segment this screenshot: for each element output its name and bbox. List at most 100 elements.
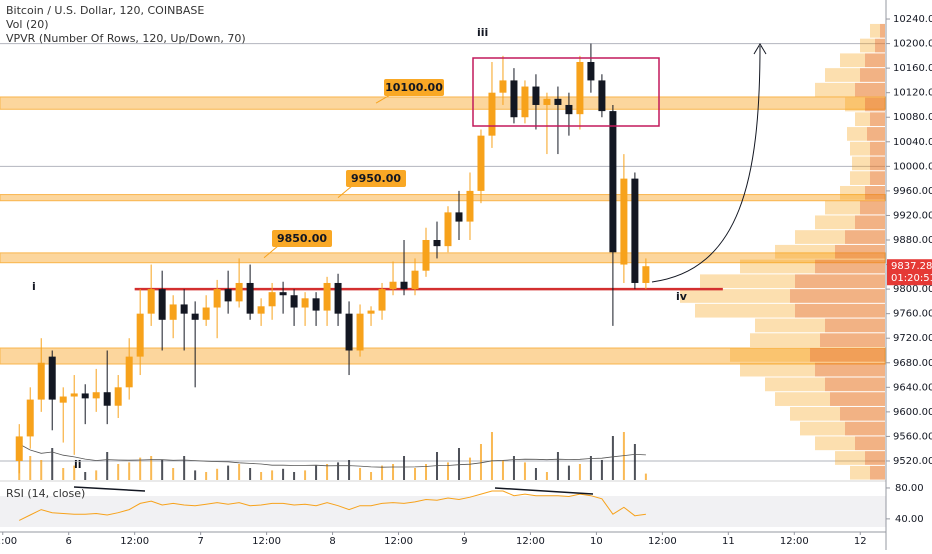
profile-up — [815, 436, 855, 451]
countdown-label: 01:20:51 — [891, 273, 932, 284]
volume-bar — [128, 462, 131, 480]
candle-body — [279, 292, 287, 296]
profile-up — [795, 230, 845, 244]
candle-body — [367, 310, 375, 314]
label-pointer — [337, 185, 353, 199]
profile-down — [870, 465, 885, 480]
profile-up — [740, 362, 815, 377]
zone-label: 10100.00 — [385, 81, 443, 94]
volume-bar — [315, 465, 318, 480]
volume-bar — [425, 464, 428, 480]
y-tick-label: 10040.00 — [893, 137, 932, 148]
profile-down — [865, 97, 885, 112]
volume-bar — [479, 444, 482, 480]
volume-bar — [490, 432, 493, 480]
profile-up — [860, 38, 875, 53]
y-tick-label: 10120.00 — [893, 88, 932, 99]
y-tick-label: 9760.00 — [893, 309, 932, 320]
volume-bar — [106, 452, 109, 480]
profile-up — [680, 289, 790, 303]
profile-up — [850, 465, 870, 480]
profile-down — [870, 156, 885, 171]
profile-down — [835, 244, 885, 259]
y-tick-label: 9600.00 — [893, 407, 932, 418]
x-tick-label: 8 — [329, 536, 335, 547]
profile-down — [845, 230, 885, 244]
volume-bar — [348, 460, 351, 480]
candle-body — [81, 393, 89, 399]
x-tick-label: 10 — [590, 536, 603, 547]
volume-bar — [534, 468, 537, 480]
volume-bar — [73, 465, 76, 480]
volume-bar — [51, 448, 54, 480]
x-tick-label: 11 — [722, 536, 735, 547]
volume-bar — [172, 468, 175, 480]
volume-bar — [644, 473, 647, 480]
volume-bar — [205, 472, 208, 480]
divergence-line — [494, 487, 594, 495]
volume-bar — [194, 470, 197, 480]
profile-down — [870, 141, 885, 156]
volume-bar — [238, 464, 241, 480]
profile-up — [825, 68, 860, 82]
wave-label: iii — [477, 26, 488, 39]
candle-body — [246, 282, 254, 314]
volume-bar — [392, 464, 395, 480]
profile-down — [815, 259, 885, 274]
zone-label: 9850.00 — [277, 232, 327, 245]
profile-up — [800, 421, 845, 436]
volume-bar — [216, 468, 219, 480]
volume-bar — [150, 456, 153, 480]
candle-body — [169, 304, 177, 320]
profile-up — [775, 392, 830, 406]
candle-body — [301, 298, 309, 308]
profile-up — [870, 23, 880, 38]
candle-body — [191, 313, 199, 320]
candle-body — [202, 307, 210, 320]
rsi-tick-label: 40.00 — [895, 514, 924, 525]
y-tick-label: 10000.00 — [893, 161, 932, 172]
y-tick-label: 9520.00 — [893, 456, 932, 467]
profile-up — [775, 244, 835, 259]
y-tick-label: 9880.00 — [893, 235, 932, 246]
profile-up — [790, 406, 840, 421]
volume-bar — [337, 462, 340, 480]
profile-down — [865, 185, 885, 200]
profile-down — [860, 68, 885, 82]
y-tick-label: 9560.00 — [893, 431, 932, 442]
candle-body — [422, 240, 430, 271]
candle-body — [323, 282, 331, 311]
profile-down — [860, 200, 885, 215]
candle-body — [510, 80, 518, 118]
profile-down — [867, 127, 885, 141]
rsi-band — [0, 496, 886, 527]
volume-bar — [161, 460, 164, 480]
price-pane: 10100.00 9950.00 9850.00 — [0, 23, 886, 480]
label-box — [346, 170, 406, 187]
profile-up — [840, 185, 865, 200]
profile-up — [740, 259, 815, 274]
candle-body — [345, 313, 353, 351]
rsi-tick-label: 80.00 — [895, 483, 924, 494]
last-price-label: 9837.28 — [891, 261, 932, 272]
wave-label: ii — [74, 458, 82, 471]
volume-bar — [446, 462, 449, 480]
divergence-line — [73, 486, 146, 492]
profile-up — [765, 377, 825, 392]
profile-up — [850, 141, 870, 156]
profile-down — [855, 215, 885, 230]
projection-arrow — [651, 45, 761, 283]
volume-bar — [403, 456, 406, 480]
wave-label: i — [32, 280, 36, 293]
candle-body — [411, 270, 419, 290]
profile-up — [700, 274, 795, 289]
y-tick-label: 10200.00 — [893, 39, 932, 50]
candle-body — [59, 396, 67, 403]
label-box — [272, 230, 332, 247]
profile-up — [825, 200, 860, 215]
y-tick-label: 9920.00 — [893, 210, 932, 221]
x-tick-label: 9 — [461, 536, 467, 547]
profile-down — [810, 348, 885, 362]
